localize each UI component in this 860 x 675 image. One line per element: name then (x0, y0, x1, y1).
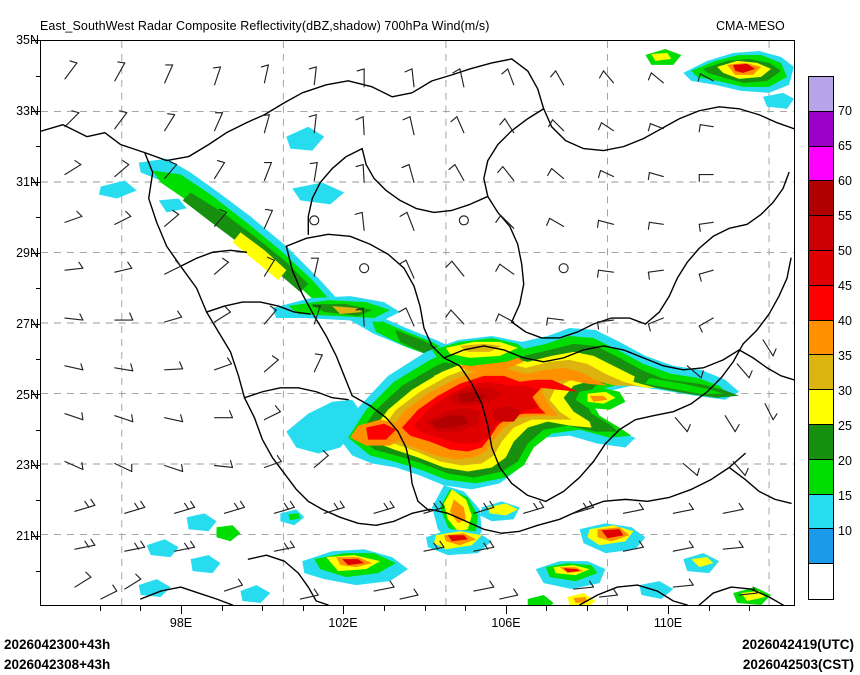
colorbar-tick-2: 60 (838, 174, 852, 188)
colorbar-band-30-35 (809, 390, 833, 425)
colorbar-band-60-65 (809, 181, 833, 217)
colorbar-band-70-75 (809, 111, 833, 147)
x-axis-minor-tick (627, 606, 628, 611)
colorbar-band-10-15 (809, 529, 833, 565)
colorbar-tick-10: 20 (838, 454, 852, 468)
footer-init-time-cst: 2026042308+43h (4, 657, 111, 672)
y-axis-tick (32, 465, 40, 466)
colorbar-band-55-60 (809, 216, 833, 251)
footer-valid-time-utc: 2026042419(UTC) (742, 637, 854, 652)
x-axis-tick (343, 606, 344, 614)
y-axis-tick (32, 536, 40, 537)
y-axis-label-6: 23N (16, 458, 39, 472)
y-axis-label-7: 21N (16, 529, 39, 543)
map-gridlines (41, 41, 794, 605)
colorbar-tick-0: 70 (838, 104, 852, 118)
x-axis-minor-tick (384, 606, 385, 611)
footer-valid-time-cst: 2026042503(CST) (742, 657, 854, 672)
echo-main-complex (286, 327, 740, 548)
y-axis-tick (32, 324, 40, 325)
x-axis-tick (668, 606, 669, 614)
colorbar-tick-8: 30 (838, 384, 852, 398)
y-axis-minor-tick (36, 500, 41, 501)
colorbar-tick-1: 65 (838, 139, 852, 153)
footer-init-time-utc: 2026042300+43h (4, 637, 111, 652)
colorbar-tick-12: 10 (838, 524, 852, 538)
colorbar-band-35-40 (809, 355, 833, 391)
colorbar-band-15-20 (809, 494, 833, 530)
y-axis-label-2: 31N (16, 175, 39, 189)
x-axis-minor-tick (100, 606, 101, 611)
x-axis-minor-tick (546, 606, 547, 611)
x-axis-label-3: 110E (653, 616, 683, 630)
source-label: CMA-MESO (716, 19, 785, 33)
y-axis-label-5: 25N (16, 388, 39, 402)
x-axis-tick (181, 606, 182, 614)
colorbar-band-50-55 (809, 250, 833, 286)
x-axis-label-0: 98E (169, 616, 193, 630)
y-axis-tick (32, 40, 40, 41)
echo-northwest-band (98, 126, 458, 360)
x-axis-minor-tick (465, 606, 466, 611)
y-axis-label-0: 35N (16, 33, 39, 47)
map-boundaries (41, 58, 794, 605)
colorbar-band-20-25 (809, 459, 833, 495)
y-axis-label-1: 33N (16, 104, 39, 118)
radar-map-canvas (41, 41, 794, 605)
y-axis-minor-tick (36, 288, 41, 289)
x-axis-minor-tick (749, 606, 750, 611)
y-axis-minor-tick (36, 146, 41, 147)
y-axis-tick (32, 394, 40, 395)
colorbar-tick-7: 35 (838, 349, 852, 363)
x-axis-tick (506, 606, 507, 614)
x-axis-label-1: 102E (328, 616, 358, 630)
x-axis-minor-tick (425, 606, 426, 611)
radar-map-panel[interactable] (40, 40, 795, 606)
colorbar-tick-3: 55 (838, 209, 852, 223)
y-axis-minor-tick (36, 76, 41, 77)
x-axis-label-2: 106E (491, 616, 521, 630)
colorbar-band-65-70 (809, 146, 833, 182)
colorbar-band-25-30 (809, 424, 833, 460)
colorbar-band-75-80 (809, 77, 833, 112)
y-axis-tick (32, 111, 40, 112)
x-axis-minor-tick (262, 606, 263, 611)
echo-southern-cells (138, 501, 772, 605)
colorbar-band-40-45 (809, 320, 833, 356)
x-axis-minor-tick (222, 606, 223, 611)
colorbar-tick-4: 50 (838, 244, 852, 258)
echo-northeast-cluster (645, 48, 794, 109)
colorbar-tick-9: 25 (838, 419, 852, 433)
y-axis-label-3: 29N (16, 246, 39, 260)
x-axis-minor-tick (709, 606, 710, 611)
echo-central-band (272, 296, 401, 323)
colorbar-tick-6: 40 (838, 314, 852, 328)
y-axis-minor-tick (36, 571, 41, 572)
y-axis-tick (32, 182, 40, 183)
page-title: East_SouthWest Radar Composite Reflectiv… (40, 19, 490, 33)
y-axis-minor-tick (36, 430, 41, 431)
colorbar-tick-11: 15 (838, 489, 852, 503)
y-axis-minor-tick (36, 217, 41, 218)
reflectivity-colorbar[interactable] (808, 76, 834, 600)
x-axis-minor-tick (140, 606, 141, 611)
wind-barbs-700hpa (64, 60, 778, 600)
y-axis-minor-tick (36, 359, 41, 360)
x-axis-minor-tick (587, 606, 588, 611)
colorbar-band-5-10 (809, 564, 833, 599)
colorbar-band-45-50 (809, 285, 833, 321)
y-axis-tick (32, 253, 40, 254)
colorbar-tick-5: 45 (838, 279, 852, 293)
y-axis-label-4: 27N (16, 317, 39, 331)
x-axis-minor-tick (303, 606, 304, 611)
